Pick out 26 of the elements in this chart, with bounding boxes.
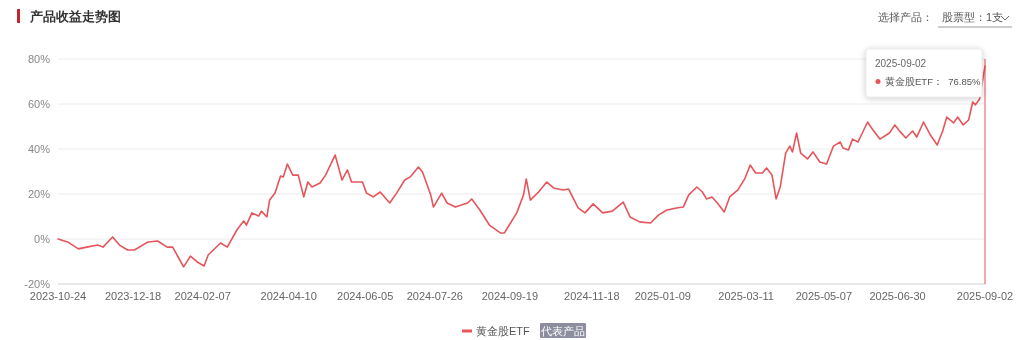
- text: 选择产品：: [878, 11, 933, 23]
- x-tick-label: 2025-05-07: [795, 290, 853, 302]
- annotation: 黄金股ETF： 76.85%: [885, 76, 981, 87]
- y-tick-label: 0%: [34, 233, 51, 245]
- text: 代表产品: [540, 325, 585, 337]
- y-tick-label: -20%: [24, 278, 51, 290]
- x-tick-label: 2024-02-07: [174, 290, 231, 302]
- x-tick-label: 2024-07-26: [406, 290, 463, 302]
- x-tick-label: 2024-11-18: [564, 290, 620, 302]
- x-tick-label: 2023-10-24: [29, 290, 87, 302]
- x-tick-label: 2024-06-05: [337, 290, 394, 302]
- x-tick-label: 2025-09-02: [956, 290, 1014, 302]
- x-tick-label: 2025-03-11: [718, 290, 774, 302]
- y-tick-label: 40%: [27, 143, 51, 155]
- x-tick-label: 2023-12-18: [104, 290, 162, 302]
- legend-label: 黄金股ETF: [476, 325, 531, 337]
- chart-title: 产品收益走势图: [29, 9, 121, 24]
- y-tick-label: 20%: [27, 188, 51, 200]
- text: 股票型：1支: [942, 11, 1004, 23]
- x-tick-label: 2025-06-30: [869, 290, 926, 302]
- y-tick-label: 80%: [27, 53, 51, 65]
- annotation: 2025-09-02: [875, 58, 927, 69]
- x-tick-label: 2024-04-10: [260, 290, 317, 302]
- x-tick-label: 2024-09-19: [481, 290, 539, 302]
- y-tick-label: 60%: [27, 98, 51, 110]
- x-tick-label: 2025-01-09: [634, 290, 691, 302]
